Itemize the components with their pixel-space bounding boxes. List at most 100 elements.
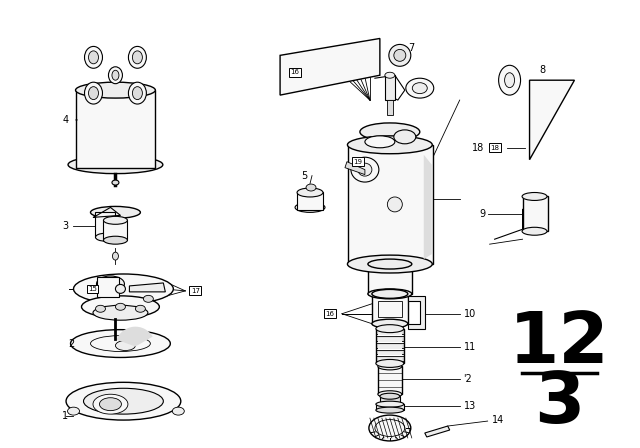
- Ellipse shape: [368, 259, 412, 269]
- Ellipse shape: [129, 82, 147, 104]
- Bar: [376, 329, 404, 334]
- Bar: [376, 349, 404, 354]
- Ellipse shape: [81, 296, 159, 318]
- Polygon shape: [345, 162, 365, 175]
- Ellipse shape: [376, 359, 404, 367]
- Ellipse shape: [172, 407, 184, 415]
- Ellipse shape: [372, 319, 408, 328]
- Ellipse shape: [394, 49, 406, 61]
- Bar: [380, 396, 400, 404]
- Ellipse shape: [108, 67, 122, 84]
- Text: 4: 4: [63, 115, 68, 125]
- Ellipse shape: [389, 44, 411, 66]
- Ellipse shape: [295, 202, 325, 212]
- Text: 17: 17: [191, 288, 200, 294]
- Polygon shape: [408, 296, 425, 329]
- Text: 5: 5: [301, 171, 307, 181]
- Ellipse shape: [504, 73, 515, 88]
- Bar: [95, 212, 115, 237]
- Ellipse shape: [378, 363, 402, 370]
- Ellipse shape: [88, 51, 99, 64]
- Text: 10: 10: [464, 309, 476, 319]
- Ellipse shape: [68, 407, 79, 415]
- Bar: [385, 75, 395, 100]
- Polygon shape: [424, 155, 432, 259]
- Ellipse shape: [95, 305, 106, 312]
- Ellipse shape: [412, 83, 428, 94]
- Bar: [372, 294, 408, 323]
- Ellipse shape: [115, 303, 125, 310]
- Ellipse shape: [104, 236, 127, 244]
- Ellipse shape: [93, 394, 128, 414]
- Text: 7: 7: [408, 43, 414, 53]
- Text: 2: 2: [68, 339, 74, 349]
- Text: 16: 16: [291, 69, 300, 75]
- Text: 14: 14: [492, 415, 504, 425]
- Ellipse shape: [376, 325, 404, 332]
- Text: 16: 16: [326, 311, 335, 317]
- Ellipse shape: [90, 207, 140, 218]
- Ellipse shape: [84, 47, 102, 68]
- Polygon shape: [129, 283, 165, 292]
- Ellipse shape: [306, 184, 316, 191]
- Ellipse shape: [88, 86, 99, 99]
- Ellipse shape: [368, 289, 412, 299]
- Text: 1: 1: [63, 411, 68, 421]
- Ellipse shape: [76, 82, 156, 98]
- Polygon shape: [280, 39, 380, 95]
- Ellipse shape: [129, 47, 147, 68]
- Ellipse shape: [348, 255, 432, 273]
- Text: 18: 18: [490, 145, 499, 151]
- Ellipse shape: [372, 289, 408, 298]
- Bar: [522, 197, 547, 231]
- Ellipse shape: [93, 305, 148, 320]
- Ellipse shape: [387, 197, 403, 212]
- Ellipse shape: [348, 136, 432, 154]
- Text: 3: 3: [63, 221, 68, 231]
- Bar: [387, 100, 393, 115]
- Ellipse shape: [360, 123, 420, 141]
- Ellipse shape: [99, 398, 122, 411]
- Bar: [376, 336, 404, 340]
- Text: 8: 8: [540, 65, 546, 75]
- Polygon shape: [425, 426, 450, 437]
- Ellipse shape: [143, 295, 154, 302]
- Ellipse shape: [70, 330, 170, 358]
- Bar: [348, 145, 433, 264]
- Ellipse shape: [112, 180, 119, 185]
- Ellipse shape: [74, 274, 173, 304]
- Ellipse shape: [376, 407, 404, 413]
- Text: 15: 15: [88, 286, 97, 292]
- Ellipse shape: [97, 276, 124, 292]
- Ellipse shape: [394, 130, 416, 144]
- Ellipse shape: [66, 382, 181, 420]
- Text: '2: '2: [463, 375, 472, 384]
- Bar: [378, 338, 402, 341]
- Ellipse shape: [522, 193, 547, 200]
- Bar: [297, 193, 323, 211]
- Ellipse shape: [385, 72, 395, 78]
- Ellipse shape: [380, 393, 400, 399]
- Ellipse shape: [136, 305, 145, 312]
- Bar: [104, 220, 127, 240]
- Ellipse shape: [297, 188, 323, 197]
- Bar: [378, 352, 402, 355]
- Bar: [97, 277, 120, 297]
- Ellipse shape: [351, 157, 379, 182]
- Bar: [378, 358, 402, 362]
- Ellipse shape: [84, 82, 102, 104]
- Ellipse shape: [365, 136, 395, 148]
- Polygon shape: [529, 80, 575, 159]
- Text: 19: 19: [353, 159, 362, 165]
- Wedge shape: [116, 327, 153, 347]
- Text: 13: 13: [464, 401, 476, 411]
- Ellipse shape: [376, 401, 404, 407]
- Bar: [76, 90, 156, 168]
- Ellipse shape: [112, 70, 119, 80]
- Ellipse shape: [358, 163, 372, 176]
- Text: 9: 9: [479, 209, 486, 220]
- Bar: [376, 404, 404, 410]
- Ellipse shape: [499, 65, 520, 95]
- Ellipse shape: [132, 86, 142, 99]
- Bar: [376, 343, 404, 348]
